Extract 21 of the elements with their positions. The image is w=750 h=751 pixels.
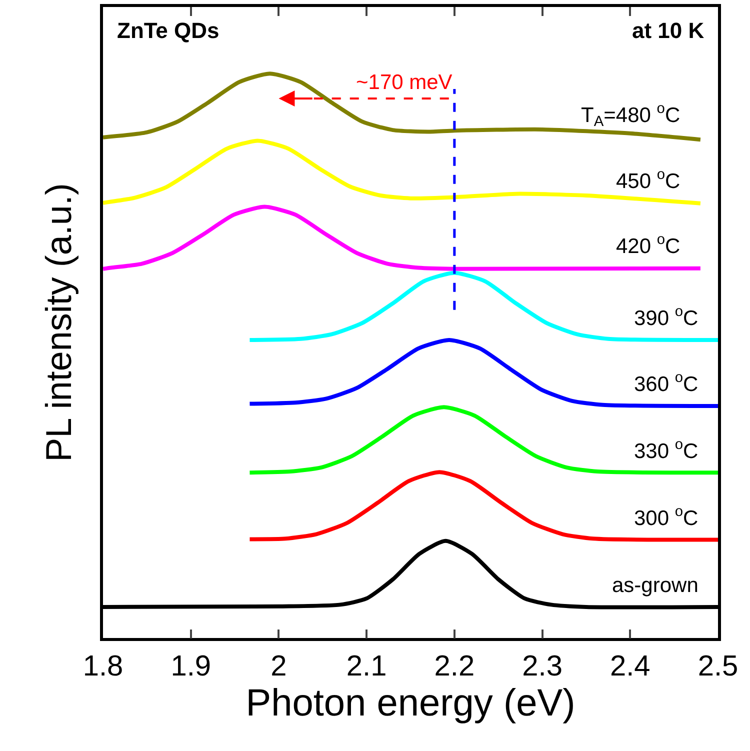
series-label: 450 $^{o}$C	[616, 167, 680, 193]
series-label: T$_{A}$=480 $^{o}$C	[581, 101, 680, 130]
text: ZnTe QDs	[117, 18, 220, 43]
series-label: 330 $^{o}$C	[634, 437, 698, 463]
x-tick-label: 2.2	[434, 650, 475, 683]
annotation: ~170 meV	[356, 71, 452, 94]
x-axis-title: Photon energy (eV)	[246, 682, 576, 725]
x-tick-label: 2.4	[610, 650, 650, 683]
x-tick-label: 1.8	[82, 650, 124, 683]
text: at 10 K	[632, 18, 704, 43]
x-tick-label: 1.9	[170, 650, 212, 683]
y-axis-title: PL intensity (a.u.)	[38, 183, 80, 462]
series-label: 360 $^{o}$C	[634, 370, 698, 396]
x-tick-label: 2	[270, 650, 287, 683]
x-tick-label: 2.3	[522, 650, 562, 683]
x-tick-label: 2.1	[346, 650, 387, 683]
series-label: 420 $^{o}$C	[616, 232, 680, 258]
series-label: as-grown	[612, 574, 698, 597]
x-tick-label: 2.5	[698, 650, 738, 683]
series-label: 300 $^{o}$C	[634, 504, 698, 530]
series-label: 390 $^{o}$C	[634, 304, 698, 330]
